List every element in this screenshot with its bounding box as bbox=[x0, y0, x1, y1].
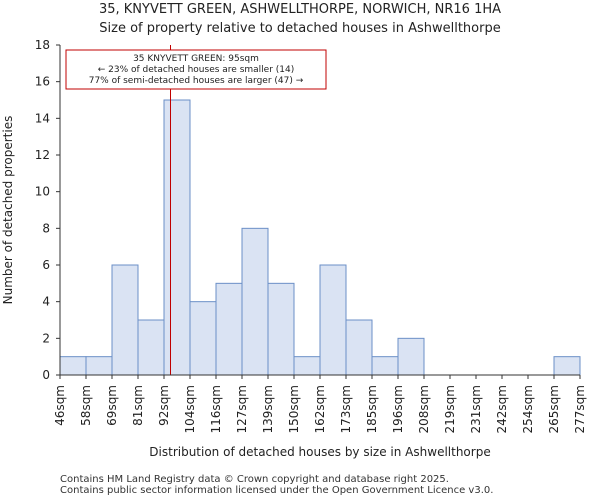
y-tick-label: 6 bbox=[42, 258, 50, 272]
x-tick-label: 173sqm bbox=[339, 385, 353, 433]
x-tick-label: 196sqm bbox=[391, 385, 405, 433]
histogram-bar bbox=[553, 356, 581, 376]
x-tick-label: 81sqm bbox=[131, 385, 145, 426]
chart-title: 35, KNYVETT GREEN, ASHWELLTHORPE, NORWIC… bbox=[98, 2, 502, 17]
x-tick-label: 150sqm bbox=[287, 385, 301, 433]
x-tick-label: 162sqm bbox=[313, 385, 327, 433]
x-tick-label: 116sqm bbox=[209, 385, 223, 433]
x-tick-label: 104sqm bbox=[183, 385, 197, 433]
footer-copyright: Contains HM Land Registry data © Crown c… bbox=[60, 474, 449, 485]
x-tick-label: 208sqm bbox=[417, 385, 431, 433]
histogram-bar bbox=[397, 337, 425, 376]
histogram-bar bbox=[163, 99, 191, 376]
y-tick-label: 2 bbox=[42, 331, 50, 345]
x-tick-label: 46sqm bbox=[53, 385, 67, 426]
chart-subtitle: Size of property relative to detached ho… bbox=[99, 21, 501, 36]
histogram-bar bbox=[293, 356, 321, 376]
x-tick-label: 265sqm bbox=[547, 385, 561, 433]
x-tick-label: 69sqm bbox=[105, 385, 119, 426]
histogram-bar bbox=[137, 319, 165, 376]
histogram-bar bbox=[319, 264, 347, 376]
y-tick-label: 0 bbox=[42, 368, 50, 382]
y-tick-label: 10 bbox=[35, 185, 50, 199]
histogram-bar bbox=[111, 264, 139, 376]
histogram-bar bbox=[241, 227, 269, 376]
y-tick-label: 12 bbox=[35, 148, 50, 162]
x-tick-label: 231sqm bbox=[469, 385, 483, 433]
y-tick-label: 4 bbox=[42, 295, 50, 309]
y-tick-label: 8 bbox=[42, 221, 50, 235]
histogram-bar bbox=[267, 282, 295, 376]
footer-licence: Contains public sector information licen… bbox=[60, 485, 494, 496]
annotation-box: 35 KNYVETT GREEN: 95sqm ← 23% of detache… bbox=[65, 49, 327, 90]
histogram-bar bbox=[85, 356, 113, 376]
x-axis-label: Distribution of detached houses by size … bbox=[149, 445, 490, 459]
x-tick-label: 58sqm bbox=[79, 385, 93, 426]
y-tick-label: 18 bbox=[35, 38, 50, 52]
histogram-bar bbox=[59, 356, 87, 376]
y-tick-label: 14 bbox=[35, 111, 50, 125]
annotation-line-3: 77% of semi-detached houses are larger (… bbox=[89, 76, 304, 86]
y-axis-label: Number of detached properties bbox=[1, 116, 15, 305]
annotation-line-2: ← 23% of detached houses are smaller (14… bbox=[98, 65, 295, 75]
histogram-bar bbox=[189, 301, 217, 376]
histogram-bar bbox=[371, 356, 399, 376]
x-tick-label: 92sqm bbox=[157, 385, 171, 426]
y-tick-label: 16 bbox=[35, 75, 50, 89]
annotation-line-1: 35 KNYVETT GREEN: 95sqm bbox=[133, 54, 259, 64]
x-tick-label: 219sqm bbox=[443, 385, 457, 433]
x-tick-label: 254sqm bbox=[521, 385, 535, 433]
x-tick-label: 185sqm bbox=[365, 385, 379, 433]
x-tick-label: 242sqm bbox=[495, 385, 509, 433]
x-tick-label: 277sqm bbox=[573, 385, 587, 433]
x-tick-label: 139sqm bbox=[261, 385, 275, 433]
histogram-bar bbox=[345, 319, 373, 376]
x-tick-label: 127sqm bbox=[235, 385, 249, 433]
histogram-bar bbox=[215, 282, 243, 376]
